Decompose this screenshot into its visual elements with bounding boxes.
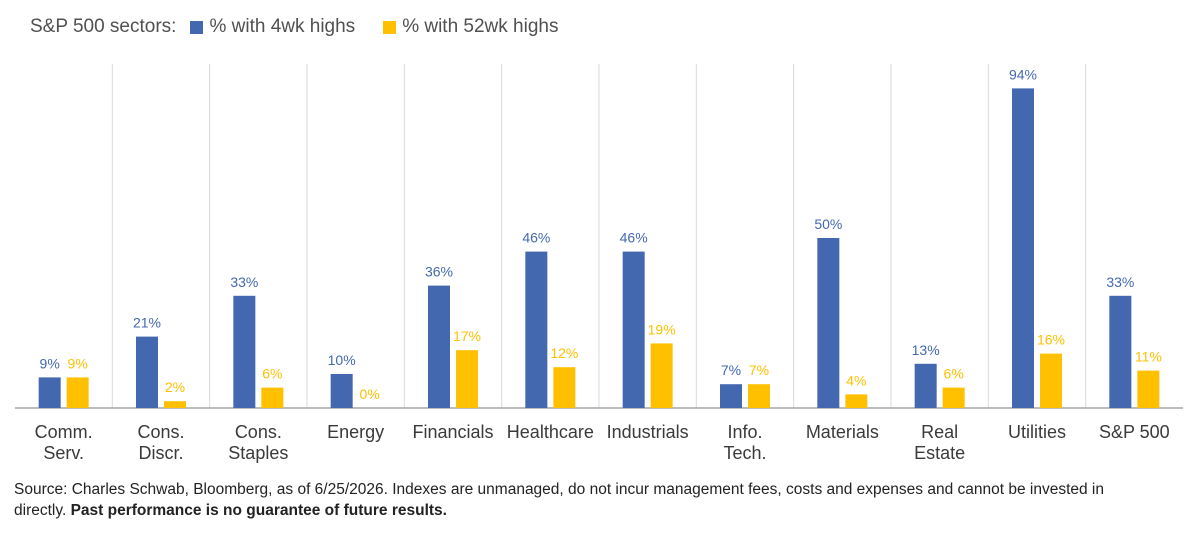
category-label: Cons. bbox=[235, 422, 282, 442]
category-label: S&P 500 bbox=[1099, 422, 1170, 442]
data-label-52wk: 9% bbox=[68, 355, 88, 371]
legend-swatch-4wk bbox=[190, 20, 204, 34]
data-label-52wk: 12% bbox=[550, 345, 578, 361]
category-label: Real bbox=[921, 422, 958, 442]
bar-52wk bbox=[164, 401, 186, 408]
data-label-4wk: 33% bbox=[1106, 274, 1134, 290]
legend-swatch-52wk bbox=[383, 20, 397, 34]
bar-4wk bbox=[428, 285, 450, 408]
data-label-4wk: 33% bbox=[230, 274, 258, 290]
legend-entry-52wk: % with 52wk highs bbox=[383, 16, 558, 38]
category-label: Estate bbox=[914, 443, 965, 463]
bar-4wk bbox=[914, 363, 937, 408]
data-label-52wk: 7% bbox=[749, 362, 769, 378]
category-label: Materials bbox=[806, 422, 879, 442]
category-label: Comm. bbox=[35, 422, 93, 442]
footnote-disclaimer: Past performance is no guarantee of futu… bbox=[70, 502, 447, 519]
category-label: Energy bbox=[327, 422, 384, 442]
chart-legend: S&P 500 sectors: % with 4wk highs % with… bbox=[30, 14, 586, 40]
category-label: Tech. bbox=[723, 443, 766, 463]
bar-4wk bbox=[233, 295, 256, 408]
bar-4wk bbox=[330, 374, 353, 408]
data-label-52wk: 0% bbox=[360, 386, 380, 402]
data-label-4wk: 94% bbox=[1009, 66, 1037, 82]
data-label-4wk: 10% bbox=[328, 352, 356, 368]
category-label: Discr. bbox=[139, 443, 184, 463]
bar-4wk bbox=[136, 336, 158, 408]
data-label-52wk: 16% bbox=[1037, 332, 1065, 348]
bar-52wk bbox=[261, 387, 284, 408]
legend-entry-4wk: % with 4wk highs bbox=[190, 16, 355, 38]
data-label-52wk: 17% bbox=[453, 328, 481, 344]
bar-52wk bbox=[66, 377, 89, 408]
data-label-4wk: 9% bbox=[40, 355, 60, 371]
bar-chart: 9% 9%Comm.Serv.21%2%Cons.Discr.33%6%Cons.… bbox=[15, 64, 1183, 463]
bar-4wk bbox=[1012, 88, 1034, 409]
data-label-4wk: 21% bbox=[133, 315, 161, 331]
bar-52wk bbox=[1040, 353, 1062, 408]
data-label-4wk: 13% bbox=[912, 342, 940, 358]
legend-label-52wk: % with 52wk highs bbox=[402, 16, 559, 37]
category-label: Cons. bbox=[137, 422, 184, 442]
bar-4wk bbox=[817, 238, 840, 408]
category-label: Industrials bbox=[607, 422, 689, 442]
bar-52wk bbox=[456, 350, 478, 408]
category-label: Staples bbox=[228, 443, 288, 463]
bar-4wk bbox=[622, 251, 645, 408]
category-label: Financials bbox=[412, 422, 493, 442]
data-label-4wk: 36% bbox=[425, 264, 453, 280]
category-label: Info. bbox=[727, 422, 762, 442]
data-label-52wk: 6% bbox=[262, 366, 282, 382]
category-label: Healthcare bbox=[507, 422, 594, 442]
category-label: Serv. bbox=[43, 443, 84, 463]
bar-4wk bbox=[38, 377, 61, 408]
bar-52wk bbox=[942, 387, 965, 408]
data-label-52wk: 6% bbox=[944, 366, 964, 382]
category-label: Utilities bbox=[1008, 422, 1066, 442]
footnote-source-text: Source: Charles Schwab, Bloomberg, as of… bbox=[14, 481, 1104, 519]
source-footnote: Source: Charles Schwab, Bloomberg, as of… bbox=[14, 479, 1114, 521]
bar-4wk bbox=[525, 251, 548, 408]
bar-4wk bbox=[1109, 295, 1132, 408]
data-label-4wk: 46% bbox=[522, 230, 550, 246]
data-label-52wk: 11% bbox=[1135, 349, 1162, 365]
bar-4wk bbox=[720, 384, 742, 408]
bar-52wk bbox=[748, 384, 770, 408]
data-label-4wk: 46% bbox=[620, 230, 648, 246]
data-label-4wk: 7% bbox=[721, 362, 741, 378]
data-label-52wk: 19% bbox=[648, 321, 676, 337]
legend-label-4wk: % with 4wk highs bbox=[209, 16, 356, 37]
data-label-52wk: 2% bbox=[165, 379, 185, 395]
bar-52wk bbox=[553, 367, 576, 408]
data-label-52wk: 4% bbox=[846, 372, 866, 388]
legend-title: S&P 500 sectors: bbox=[30, 16, 177, 37]
bar-52wk bbox=[845, 394, 868, 408]
bar-52wk bbox=[1137, 370, 1160, 408]
bar-52wk bbox=[650, 343, 673, 408]
data-label-4wk: 50% bbox=[814, 216, 842, 232]
